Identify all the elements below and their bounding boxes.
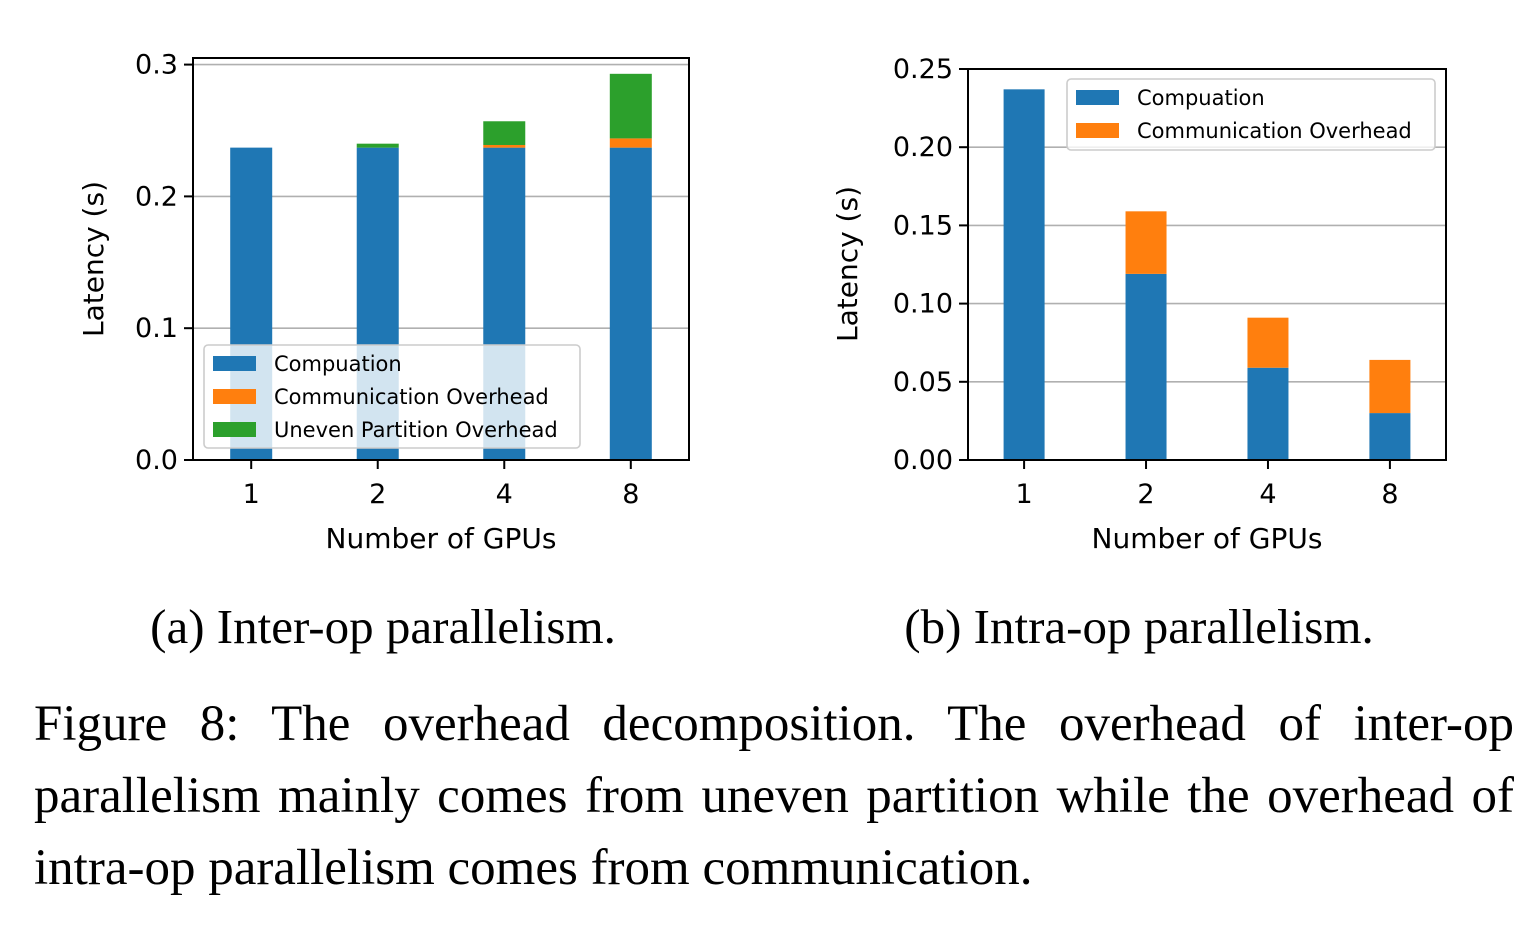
legend-box — [203, 344, 581, 449]
legend: Compuation Communication Overhead Uneven P… — [203, 344, 581, 449]
legend-swatch — [1076, 90, 1119, 105]
legend-swatch — [213, 356, 256, 371]
y-tick-label: 0.25 — [893, 54, 953, 85]
bar-1-series-0 — [1003, 89, 1045, 460]
x-tick-label: 2 — [369, 479, 386, 510]
x-axis-label: Number of GPUs — [326, 522, 557, 555]
y-tick-label: 0.00 — [893, 445, 953, 476]
y-tick-label: 0.1 — [135, 313, 178, 344]
x-tick-label: 8 — [622, 479, 639, 510]
x-tick-label: 1 — [243, 479, 260, 510]
subfigure-caption: (a) Inter-op parallelism. — [150, 599, 616, 654]
legend-swatch — [1076, 123, 1119, 138]
chart-a: 0.0 0.1 0.2 0.3 1 2 4 8 Number of GPUs Latency (s… — [77, 50, 690, 654]
y-tick-label: 0.0 — [135, 445, 178, 476]
y-axis-label: Latency (s) — [831, 186, 864, 342]
chart-b: 0.00 0.05 0.10 0.15 0.20 0.25 1 2 4 8 Number of GP… — [831, 54, 1447, 654]
legend-entry: Communication Overhead — [1137, 119, 1412, 143]
x-axis-label: Number of GPUs — [1092, 522, 1323, 555]
x-tick-label: 2 — [1137, 479, 1154, 510]
bar-4-series-1 — [483, 144, 526, 148]
x-tick-label: 4 — [496, 479, 513, 510]
y-axis-label: Latency (s) — [77, 181, 110, 337]
bar-8-series-2 — [609, 73, 652, 139]
figure-caption: Figure 8: The overhead decomposition. Th… — [34, 696, 1514, 896]
subfigure-caption: (b) Intra-op parallelism. — [904, 599, 1373, 654]
axes-frame — [967, 68, 1447, 461]
bar-8-series-1 — [1369, 359, 1411, 414]
legend-entry: Compuation — [274, 352, 402, 376]
legend: Compuation Communication Overhead — [1066, 78, 1436, 151]
legend-swatch — [213, 422, 256, 437]
legend-entry: Communication Overhead — [274, 385, 549, 409]
bar-4-series-2 — [483, 121, 526, 145]
bar-8-series-1 — [609, 138, 652, 148]
bar-4-series-0 — [1247, 367, 1289, 460]
legend-entry: Uneven Partition Overhead — [274, 418, 558, 442]
y-tick-label: 0.10 — [893, 289, 953, 320]
legend-swatch — [213, 389, 256, 404]
bar-2-series-1 — [1125, 211, 1167, 274]
bar-8-series-0 — [609, 147, 652, 461]
figure: 0.0 0.1 0.2 0.3 1 2 4 8 Number of GPUs Latency (s… — [77, 50, 1447, 654]
x-tick-label: 4 — [1259, 479, 1276, 510]
x-tick-label: 8 — [1381, 479, 1398, 510]
y-tick-label: 0.20 — [893, 132, 953, 163]
y-tick-label: 0.15 — [893, 210, 953, 241]
axes-frame — [192, 57, 690, 461]
legend-entry: Compuation — [1137, 86, 1265, 110]
bar-8-series-0 — [1369, 413, 1411, 460]
bar-2-series-2 — [356, 143, 399, 148]
y-tick-label: 0.2 — [135, 181, 178, 212]
legend-box — [1066, 78, 1436, 151]
y-tick-label: 0.05 — [893, 367, 953, 398]
x-tick-label: 1 — [1015, 479, 1032, 510]
bar-4-series-1 — [1247, 317, 1289, 368]
y-tick-label: 0.3 — [135, 50, 178, 81]
bar-2-series-0 — [1125, 273, 1167, 460]
